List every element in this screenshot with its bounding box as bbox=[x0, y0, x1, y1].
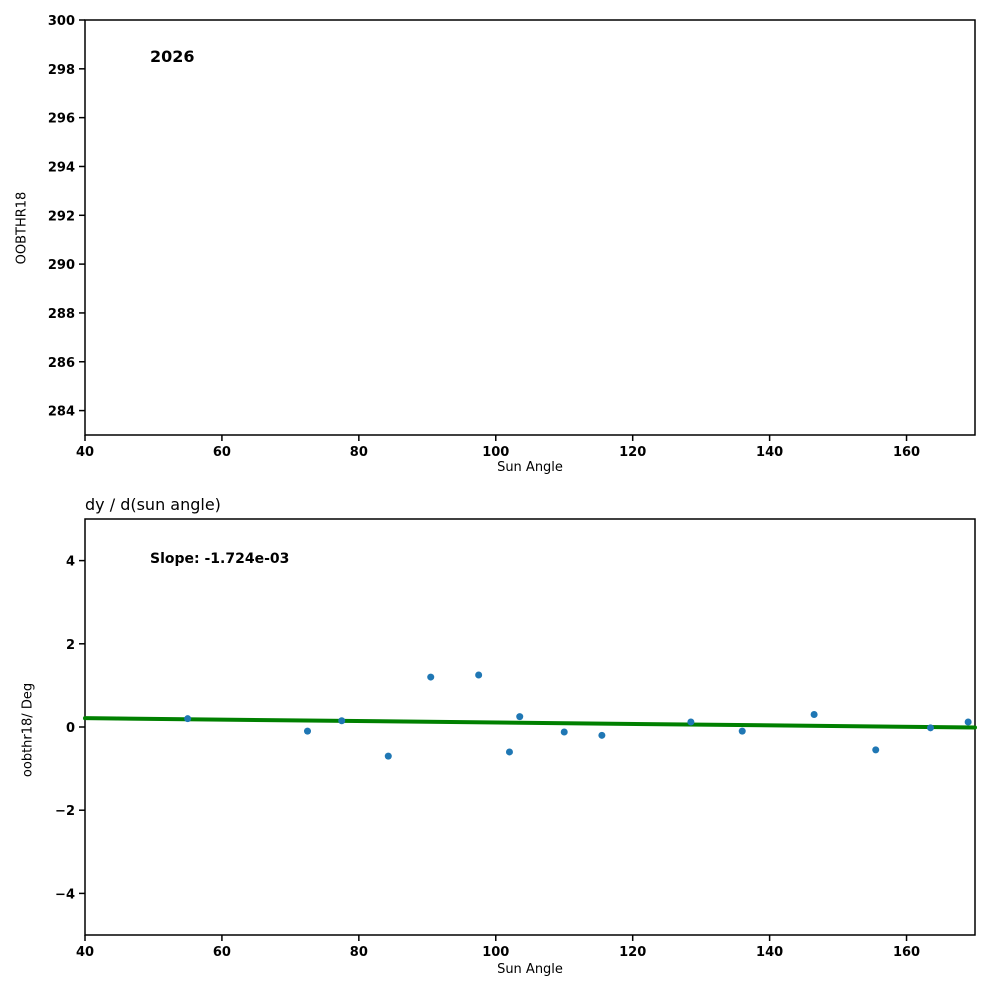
y-tick-label: 286 bbox=[48, 356, 75, 371]
top-chart-year-annotation: 2026 bbox=[150, 47, 195, 66]
scatter-point bbox=[475, 671, 483, 679]
x-tick-label: 60 bbox=[213, 445, 231, 460]
x-tick-label: 60 bbox=[213, 945, 231, 960]
scatter-point bbox=[927, 724, 934, 732]
y-tick-label: 2 bbox=[66, 638, 75, 653]
scatter-point bbox=[598, 731, 606, 739]
x-tick-label: 80 bbox=[350, 945, 368, 960]
y-tick-label: 298 bbox=[48, 63, 75, 78]
scatter-point bbox=[338, 717, 346, 725]
bottom-chart-canvas: 40 60 80 100 120 140 160 −4 −2 0 2 4 bbox=[55, 518, 977, 960]
trend-line bbox=[83, 716, 977, 730]
x-tick-label: 140 bbox=[756, 445, 783, 460]
x-tick-label: 160 bbox=[893, 945, 920, 960]
scatter-point bbox=[687, 718, 695, 726]
y-tick-label: 292 bbox=[48, 209, 75, 224]
y-tick-label: −2 bbox=[55, 804, 75, 819]
top-chart-ylabel: OOBTHR18 bbox=[14, 191, 30, 265]
x-tick-label: 100 bbox=[482, 445, 509, 460]
top-chart-canvas: 40 60 80 100 120 140 160 284 286 288 290 292 294 296 2… bbox=[48, 14, 976, 460]
x-tick-label: 140 bbox=[756, 945, 783, 960]
bottom-chart-ylabel: oobthr18/ Deg bbox=[20, 682, 36, 778]
x-tick-label: 120 bbox=[619, 945, 646, 960]
y-tick-label: 284 bbox=[48, 405, 75, 420]
y-tick-label: 294 bbox=[48, 160, 75, 175]
scatter-point bbox=[964, 718, 972, 726]
y-tick-label: 296 bbox=[48, 112, 75, 127]
y-tick-label: 4 bbox=[66, 555, 75, 570]
bottom-chart-title: dy / d(sun angle) bbox=[85, 495, 221, 514]
scatter-point bbox=[505, 748, 513, 756]
x-tick-label: 160 bbox=[893, 445, 920, 460]
y-tick-label: 288 bbox=[48, 307, 75, 322]
y-tick-label: 300 bbox=[48, 14, 75, 29]
scatter-point bbox=[560, 728, 568, 736]
x-tick-label: 120 bbox=[619, 445, 646, 460]
y-tick-label: 290 bbox=[48, 258, 75, 273]
x-tick-label: 100 bbox=[482, 945, 509, 960]
y-tick-label: 0 bbox=[66, 721, 75, 736]
top-chart-xlabel: Sun Angle bbox=[497, 460, 563, 475]
x-tick-label: 40 bbox=[76, 445, 94, 460]
scatter-point bbox=[810, 711, 818, 719]
scatter-point bbox=[184, 715, 192, 723]
bottom-chart-xlabel: Sun Angle bbox=[497, 962, 563, 977]
x-tick-label: 80 bbox=[350, 445, 368, 460]
scatter-point bbox=[384, 752, 392, 760]
plot-spines bbox=[84, 19, 976, 436]
y-tick-label: −4 bbox=[55, 887, 75, 902]
scatter-point bbox=[427, 673, 435, 681]
slope-annotation: Slope: -1.724e-03 bbox=[150, 551, 290, 567]
scatter-point bbox=[516, 713, 524, 721]
x-tick-label: 40 bbox=[76, 945, 94, 960]
scatter-point bbox=[872, 746, 880, 754]
scatter-point bbox=[738, 727, 746, 735]
scatter-point bbox=[304, 727, 311, 735]
